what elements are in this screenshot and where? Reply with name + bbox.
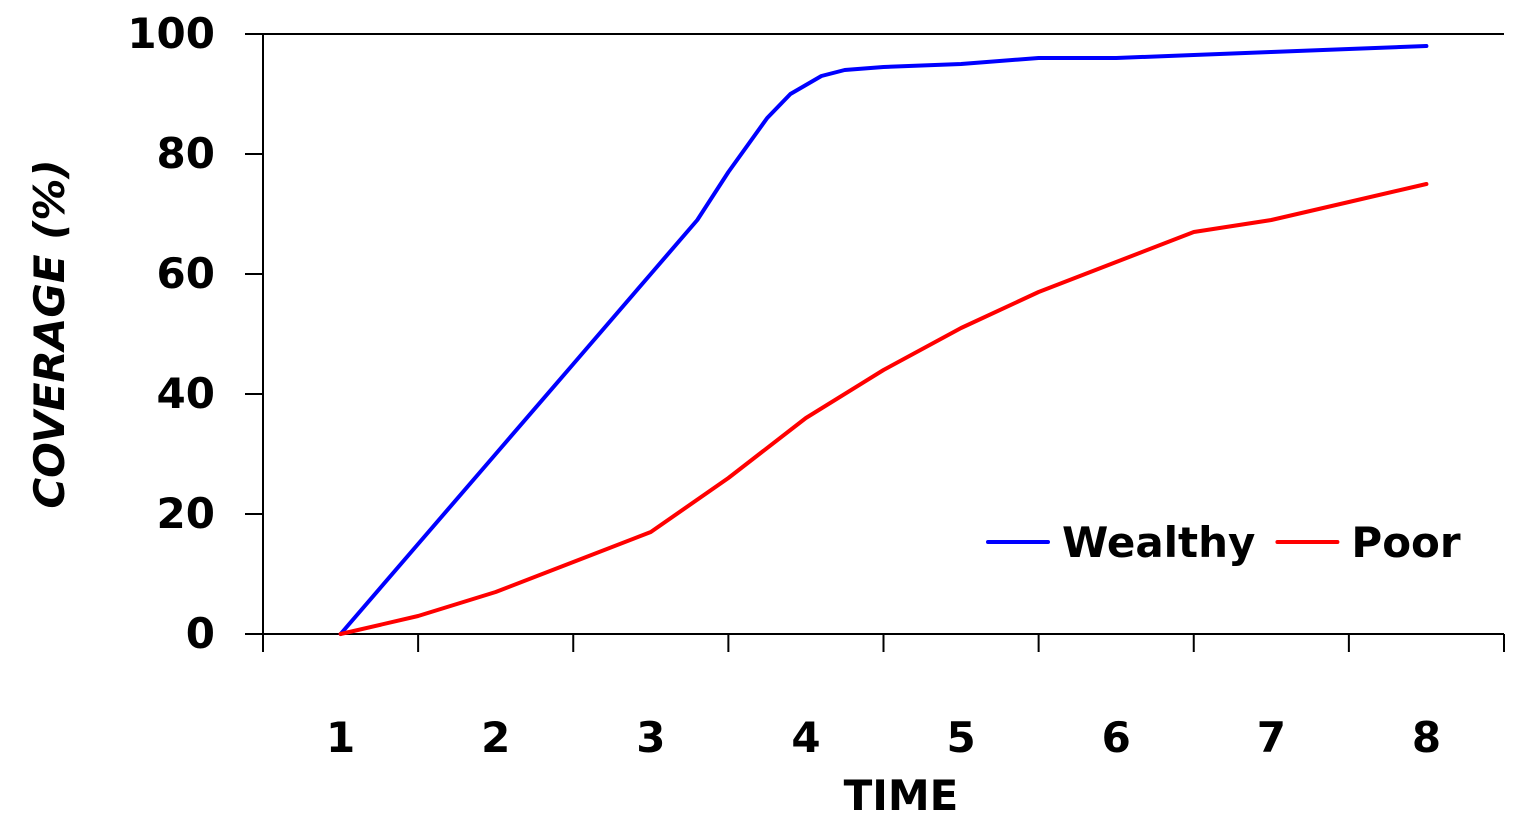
y-tick-label: 100 (127, 9, 215, 58)
x-tick-label: 1 (326, 713, 355, 762)
y-tick-label: 60 (157, 249, 215, 298)
x-axis-title: TIME (844, 771, 959, 818)
y-tick-label: 0 (186, 609, 215, 658)
x-tick-label: 8 (1412, 713, 1441, 762)
series-line-wealthy (338, 44, 1429, 636)
y-axis-title: COVERAGE (%) (25, 159, 74, 508)
y-tick-label: 40 (157, 369, 215, 418)
legend: Wealthy Poor (986, 518, 1461, 567)
axes-layer: 0 20 40 60 80 100 1 2 3 4 5 6 7 8 (127, 9, 1505, 762)
series-line-poor (338, 182, 1429, 636)
x-tick-label: 3 (636, 713, 665, 762)
legend-label-poor: Poor (1351, 518, 1460, 567)
y-tick-label: 80 (157, 129, 215, 178)
legend-label-wealthy: Wealthy (1062, 518, 1255, 567)
series-layer (338, 44, 1429, 636)
x-tick-label: 2 (481, 713, 510, 762)
x-tick-label: 7 (1257, 713, 1286, 762)
x-tick-label: 5 (946, 713, 975, 762)
x-tick-label: 6 (1102, 713, 1131, 762)
y-tick-label: 20 (157, 489, 215, 538)
x-tick-label: 4 (791, 713, 820, 762)
